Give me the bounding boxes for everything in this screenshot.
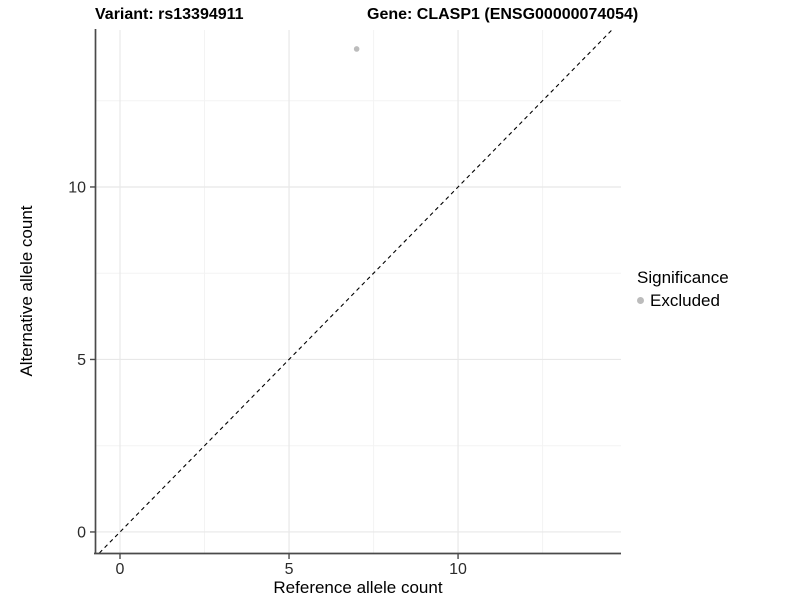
variant-title: Variant: rs13394911 xyxy=(95,6,244,23)
x-tick-label: 10 xyxy=(449,561,467,578)
y-tick-label: 0 xyxy=(77,524,86,541)
gene-title: Gene: CLASP1 (ENSG00000074054) xyxy=(367,6,639,23)
legend-item-excluded: Excluded xyxy=(637,291,729,310)
legend-item-label: Excluded xyxy=(650,291,720,310)
legend-title: Significance xyxy=(637,268,729,287)
identity-line xyxy=(98,29,613,554)
y-tick-label: 5 xyxy=(77,352,86,369)
x-axis-title: Reference allele count xyxy=(273,578,443,597)
data-point-excluded xyxy=(353,46,360,52)
x-tick-label: 0 xyxy=(116,561,125,578)
legend: Significance Excluded xyxy=(637,268,729,310)
excluded-point-icon xyxy=(637,297,644,304)
x-tick-label: 5 xyxy=(285,561,294,578)
y-tick-label: 10 xyxy=(68,179,86,196)
y-axis-title: Alternative allele count xyxy=(17,205,36,377)
